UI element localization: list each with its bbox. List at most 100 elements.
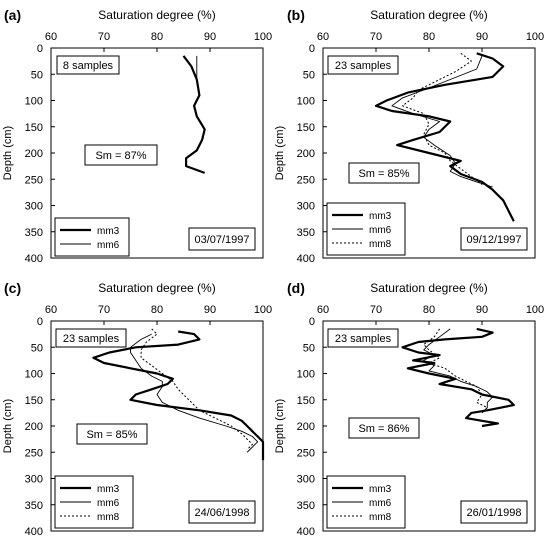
x-tick-label: 70 [370,31,382,43]
date-label: 09/12/1997 [466,234,521,246]
y-tick-label: 350 [297,227,315,239]
series-line-mm6 [391,55,493,188]
y-tick-label: 50 [303,342,315,354]
x-tick-label: 80 [151,304,163,316]
y-tick-label: 50 [31,69,43,81]
y-tick-label: 350 [25,500,43,512]
y-tick-label: 100 [25,96,43,108]
y-tick-label: 150 [25,122,43,134]
date-label: 26/01/1998 [466,507,521,519]
y-tick-label: 150 [297,122,315,134]
date-box [188,500,256,524]
samples-label: 23 samples [335,60,392,72]
y-tick-label: 300 [25,474,43,486]
series-line-mm6 [423,328,494,414]
y-tick-label: 150 [25,395,43,407]
y-tick-label: 100 [25,369,43,381]
series-line-mm3 [374,52,515,222]
series-line-mm8 [402,52,483,185]
y-axis-title: Depth (cm) [2,126,14,180]
legend-label-mm3: mm3 [369,211,392,222]
y-tick-label: 50 [303,69,315,81]
y-tick-label: 200 [25,148,43,160]
y-tick-label: 50 [31,342,43,354]
x-tick-label: 80 [423,31,435,43]
y-tick-label: 250 [297,174,315,186]
y-tick-label: 250 [25,174,43,186]
y-axis-title: Depth (cm) [274,399,286,453]
y-tick-label: 200 [297,421,315,433]
date-box [460,500,528,524]
x-tick-label: 60 [317,304,329,316]
x-tick-label: 100 [526,304,544,316]
x-tick-label: 60 [45,31,57,43]
legend-label-mm3: mm3 [97,226,120,237]
sm-label: Sm = 85% [86,429,137,441]
date-box [460,227,528,251]
series-line-mm6 [196,55,200,101]
sm-box [348,162,420,184]
x-tick-label: 100 [254,31,272,43]
legend-label-mm3: mm3 [97,484,120,495]
x-tick-label: 70 [370,304,382,316]
y-axis-title: Depth (cm) [274,126,286,180]
y-tick-label: 200 [25,421,43,433]
x-tick-label: 80 [423,304,435,316]
x-tick-label: 90 [476,304,488,316]
x-axis-title: Saturation degree (%) [98,8,215,22]
panel-1: (a) Saturation degree (%) 60 70 80 90 100 0 50 10… [2,7,272,265]
y-tick-label: 0 [309,43,315,55]
legend-box [54,217,130,257]
x-tick-label: 90 [476,31,488,43]
series-line-mm6 [130,333,259,453]
date-box [188,227,256,251]
y-tick-label: 0 [309,316,315,328]
y-tick-label: 300 [297,474,315,486]
samples-box [327,328,399,348]
y-tick-label: 0 [37,43,43,55]
legend-label-mm8: mm8 [369,512,392,523]
panel-3: (c) Saturation degree (%) 60 70 80 90 100 0 50 10… [2,280,272,538]
y-tick-label: 350 [25,227,43,239]
series-line-mm3 [182,55,206,174]
legend-label-mm3: mm3 [369,484,392,495]
sm-label: Sm = 87% [95,150,146,162]
x-axis-title: Saturation degree (%) [370,281,487,295]
y-tick-label: 250 [25,447,43,459]
y-tick-label: 100 [297,96,315,108]
x-tick-label: 80 [151,31,163,43]
sm-box [348,417,420,439]
legend-label-mm6: mm6 [369,225,392,236]
sm-label: Sm = 85% [358,168,409,180]
y-tick-label: 400 [297,253,315,265]
panel-4: (d) Saturation degree (%) 60 70 80 90 100 0 50 10… [274,280,544,538]
y-tick-label: 0 [37,316,43,328]
date-label: 24/06/1998 [194,507,249,519]
x-tick-label: 90 [204,304,216,316]
panel-label: (c) [4,280,21,296]
legend-label-mm8: mm8 [369,239,392,250]
samples-box [56,55,120,75]
x-tick-label: 60 [317,31,329,43]
x-axis-title: Saturation degree (%) [98,281,215,295]
y-tick-label: 250 [297,447,315,459]
samples-label: 23 samples [63,333,120,345]
x-tick-label: 70 [98,304,110,316]
x-tick-label: 60 [45,304,57,316]
legend-label-mm6: mm6 [369,498,392,509]
date-label: 03/07/1997 [194,234,249,246]
legend-label-mm6: mm6 [97,498,120,509]
y-tick-label: 400 [25,253,43,265]
samples-box [327,55,399,75]
panel-label: (b) [287,7,305,23]
y-tick-label: 350 [297,500,315,512]
y-tick-label: 300 [25,201,43,213]
y-tick-label: 300 [297,201,315,213]
legend-label-mm6: mm6 [97,240,120,251]
x-tick-label: 100 [254,304,272,316]
panel-2: (b) Saturation degree (%) 60 70 80 90 100 0 50 10… [274,7,544,265]
panel-label: (a) [4,7,21,23]
y-tick-label: 200 [297,148,315,160]
x-tick-label: 100 [526,31,544,43]
